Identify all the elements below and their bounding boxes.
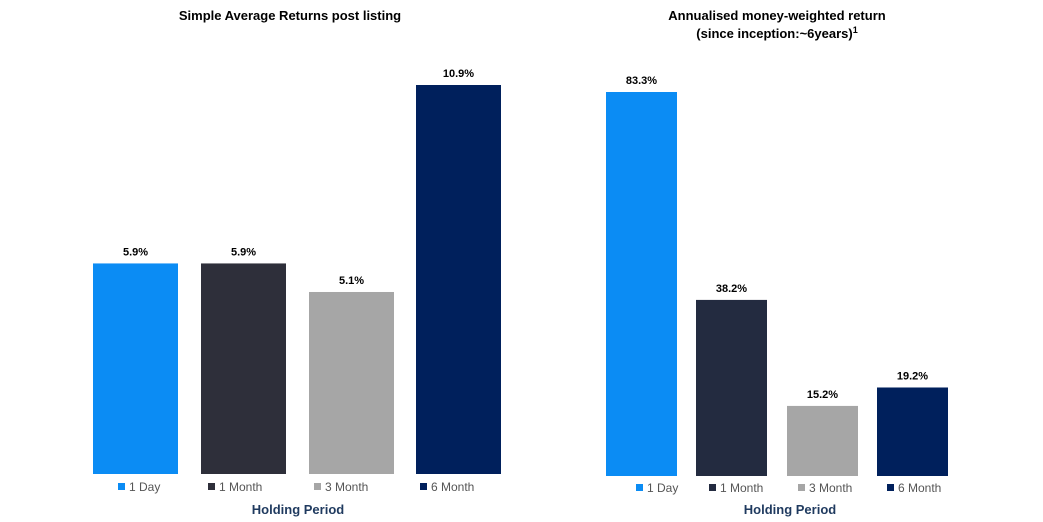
- footnote-marker: 1: [853, 25, 858, 35]
- data-label-3-month: 5.1%: [339, 275, 364, 287]
- legend-swatch-6-month: [420, 483, 427, 490]
- bar-3-month: [309, 291, 394, 474]
- legend-label-1-month: 1 Month: [720, 481, 763, 495]
- chart-annualised-return: Annualised money-weighted return (since …: [606, 8, 948, 517]
- legend-label-6-month: 6 Month: [898, 481, 941, 495]
- legend-label-3-month: 3 Month: [809, 481, 852, 495]
- chart-simple-average-returns: Simple Average Returns post listing 5.9%…: [93, 8, 501, 517]
- bar-6-month: [877, 387, 948, 476]
- bar-1-day: [93, 263, 178, 474]
- x-axis-label: Holding Period: [252, 502, 345, 517]
- bar-1-day: [606, 92, 677, 476]
- bar-3-month: [787, 405, 858, 476]
- data-label-group: 5.9% 5.9% 5.1% 10.9%: [123, 68, 474, 287]
- bar-1-month: [201, 263, 286, 474]
- legend-swatch-3-month: [314, 483, 321, 490]
- bar-1-month: [696, 299, 767, 476]
- chart-title: Annualised money-weighted return: [668, 8, 885, 23]
- legend-swatch-1-month: [709, 484, 716, 491]
- legend-swatch-1-day: [118, 483, 125, 490]
- legend-label-3-month: 3 Month: [325, 480, 368, 494]
- legend-label-1-day: 1 Day: [129, 480, 160, 494]
- legend-swatch-1-month: [208, 483, 215, 490]
- bar-6-month: [416, 85, 501, 474]
- legend-swatch-3-month: [798, 484, 805, 491]
- data-label-1-day: 5.9%: [123, 246, 148, 258]
- chart-title: Simple Average Returns post listing: [179, 8, 401, 23]
- legend: 1 Day 1 Month 3 Month 6 Month: [118, 480, 474, 494]
- data-label-1-month: 5.9%: [231, 246, 256, 258]
- chart-subtitle-text: (since inception:~6years): [696, 26, 852, 41]
- legend-swatch-1-day: [636, 484, 643, 491]
- legend-label-1-month: 1 Month: [219, 480, 262, 494]
- data-label-group: 83.3% 38.2% 15.2% 19.2%: [626, 75, 928, 401]
- data-label-3-month: 15.2%: [807, 389, 838, 401]
- data-label-1-day: 83.3%: [626, 75, 657, 87]
- legend: 1 Day 1 Month 3 Month 6 Month: [636, 481, 941, 495]
- data-label-1-month: 38.2%: [716, 283, 747, 295]
- legend-swatch-6-month: [887, 484, 894, 491]
- legend-label-1-day: 1 Day: [647, 481, 678, 495]
- bar-group: [606, 92, 948, 476]
- data-label-6-month: 19.2%: [897, 370, 928, 382]
- x-axis-label: Holding Period: [744, 502, 837, 517]
- chart-subtitle: (since inception:~6years)1: [696, 25, 857, 41]
- bar-group: [93, 85, 501, 474]
- data-label-6-month: 10.9%: [443, 68, 474, 80]
- legend-label-6-month: 6 Month: [431, 480, 474, 494]
